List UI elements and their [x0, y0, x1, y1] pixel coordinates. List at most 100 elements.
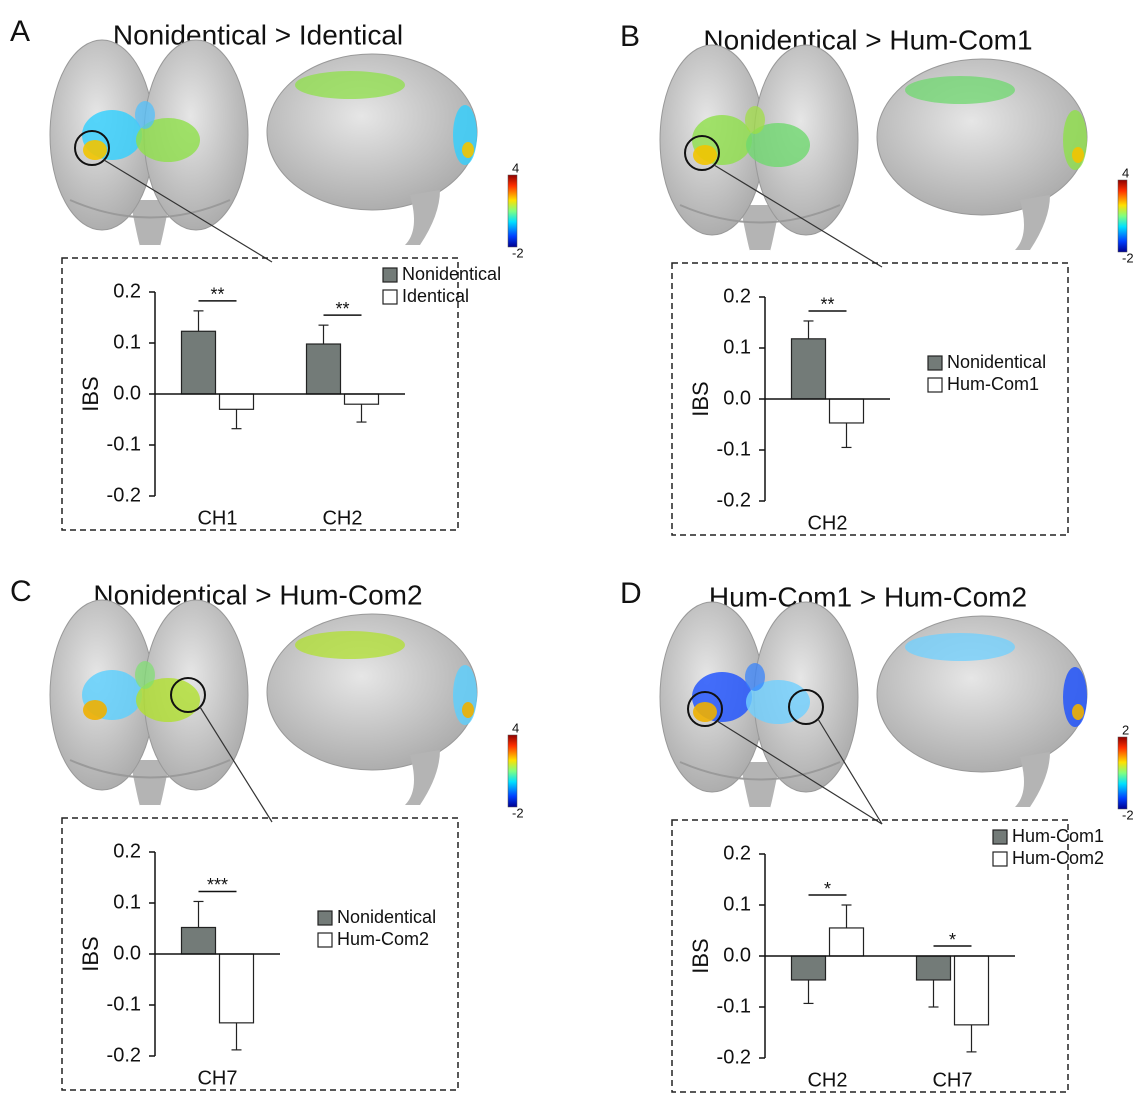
x-tick-label: CH7 [932, 1069, 972, 1091]
panel-letter: A [10, 15, 30, 48]
y-tick-label: 0.2 [113, 840, 141, 862]
bar [220, 394, 254, 409]
legend-label: Nonidentical [337, 907, 436, 927]
colorbar-max: 2 [1122, 722, 1129, 737]
y-tick-label: 0.1 [723, 893, 751, 915]
significance-label: *** [207, 875, 228, 895]
significance-label: ** [335, 299, 349, 319]
significance-label: * [824, 879, 831, 899]
panel: D Hum-Com1 > Hum-Com2 2 -2 -0.2 -0.1 0.0 0.1 0.2… [620, 577, 1134, 1092]
figure: A Nonidentical > Identical 4 -2 -0.2 -0.1 0.0 0… [0, 0, 1135, 1101]
y-tick-label: -0.1 [717, 995, 751, 1017]
colorbar [1118, 737, 1127, 809]
activation [745, 106, 765, 134]
y-tick-label: -0.1 [107, 433, 141, 455]
y-tick-label: 0.2 [723, 842, 751, 864]
panel-title: Nonidentical > Hum-Com2 [93, 579, 422, 610]
y-tick-label: 0.0 [113, 382, 141, 404]
y-tick-label: 0.0 [113, 942, 141, 964]
x-tick-label: CH1 [197, 507, 237, 529]
y-tick-label: 0.1 [723, 336, 751, 358]
significance-label: ** [820, 295, 834, 315]
activation [83, 140, 107, 160]
colorbar [508, 735, 517, 807]
bar [307, 344, 341, 394]
legend-label: Hum-Com2 [337, 929, 429, 949]
activation [295, 631, 405, 659]
y-tick-label: 0.1 [113, 331, 141, 353]
legend-label: Hum-Com1 [947, 374, 1039, 394]
y-axis-label: IBS [688, 381, 713, 416]
panel-letter: B [620, 20, 640, 53]
colorbar-min: -2 [1122, 250, 1134, 265]
activation [462, 142, 474, 158]
activation [1072, 704, 1084, 720]
bar [182, 927, 216, 954]
y-tick-label: 0.0 [723, 387, 751, 409]
colorbar [1118, 180, 1127, 252]
colorbar-min: -2 [512, 805, 524, 820]
activation [1072, 147, 1084, 163]
activation [745, 663, 765, 691]
y-tick-label: -0.1 [107, 993, 141, 1015]
activation [462, 702, 474, 718]
bar [220, 954, 254, 1023]
bar [917, 956, 951, 980]
bar [345, 394, 379, 404]
legend-label: Hum-Com2 [1012, 848, 1104, 868]
panel-letter: C [10, 575, 32, 608]
y-tick-label: -0.2 [107, 484, 141, 506]
bar [955, 956, 989, 1025]
panel-title: Hum-Com1 > Hum-Com2 [709, 581, 1027, 612]
significance-label: ** [210, 285, 224, 305]
significance-label: * [949, 930, 956, 950]
colorbar [508, 175, 517, 247]
legend-swatch [383, 290, 397, 304]
bar [792, 956, 826, 980]
legend-swatch [383, 268, 397, 282]
colorbar-min: -2 [1122, 807, 1134, 822]
panel-title: Nonidentical > Hum-Com1 [703, 24, 1032, 55]
legend-label: Identical [402, 286, 469, 306]
y-tick-label: -0.1 [717, 438, 751, 460]
activation [135, 661, 155, 689]
activation [295, 71, 405, 99]
x-tick-label: CH7 [197, 1067, 237, 1089]
y-tick-label: -0.2 [717, 489, 751, 511]
legend-swatch [993, 830, 1007, 844]
panel: B Nonidentical > Hum-Com1 4 -2 -0.2 -0.1 0.0 0.… [620, 20, 1134, 535]
y-tick-label: -0.2 [107, 1044, 141, 1066]
bar [830, 928, 864, 956]
legend-swatch [993, 852, 1007, 866]
x-tick-label: CH2 [807, 1069, 847, 1091]
panel: C Nonidentical > Hum-Com2 4 -2 -0.2 -0.1 0.0 0.… [10, 575, 524, 1090]
bar [830, 399, 864, 423]
activation [693, 702, 717, 722]
y-axis-label: IBS [78, 936, 103, 971]
panel-title: Nonidentical > Identical [113, 19, 403, 50]
y-axis-label: IBS [688, 938, 713, 973]
activation [905, 76, 1015, 104]
bar [182, 331, 216, 394]
panel-letter: D [620, 577, 642, 610]
legend-swatch [318, 911, 332, 925]
colorbar-max: 4 [1122, 165, 1129, 180]
y-tick-label: 0.1 [113, 891, 141, 913]
x-tick-label: CH2 [322, 507, 362, 529]
colorbar-min: -2 [512, 245, 524, 260]
y-tick-label: 0.0 [723, 944, 751, 966]
legend-label: Hum-Com1 [1012, 826, 1104, 846]
activation [135, 101, 155, 129]
y-tick-label: -0.2 [717, 1046, 751, 1068]
x-tick-label: CH2 [807, 512, 847, 534]
y-axis-label: IBS [78, 376, 103, 411]
legend-label: Nonidentical [402, 264, 501, 284]
activation [83, 700, 107, 720]
activation [905, 633, 1015, 661]
activation [693, 145, 717, 165]
colorbar-max: 4 [512, 720, 519, 735]
legend-swatch [318, 933, 332, 947]
legend-label: Nonidentical [947, 352, 1046, 372]
bar [792, 339, 826, 399]
